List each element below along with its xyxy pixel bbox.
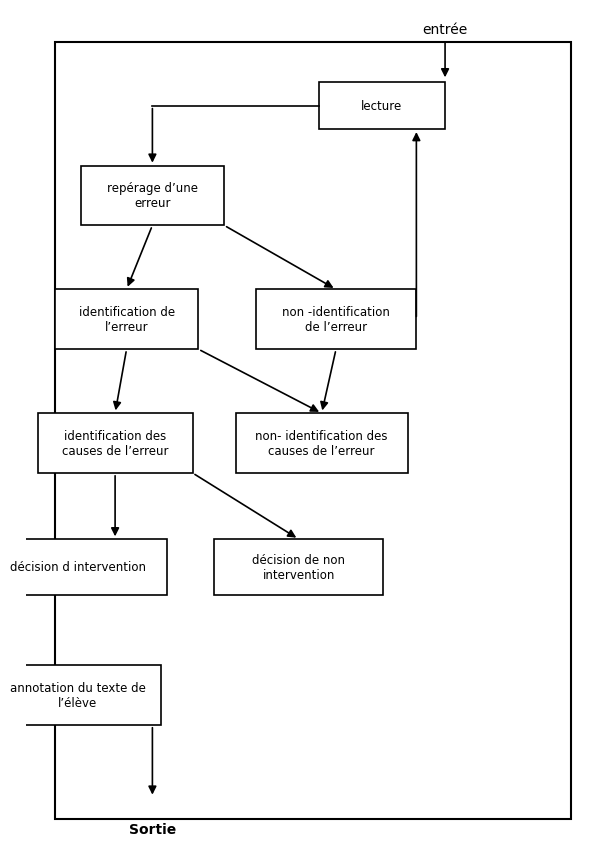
FancyBboxPatch shape [319, 83, 445, 130]
Text: non- identification des
causes de l’erreur: non- identification des causes de l’erre… [256, 430, 388, 457]
Text: Sortie: Sortie [129, 822, 176, 836]
Text: lecture: lecture [361, 100, 403, 113]
FancyBboxPatch shape [214, 539, 383, 595]
Text: entrée: entrée [422, 23, 467, 37]
FancyBboxPatch shape [38, 414, 193, 473]
FancyBboxPatch shape [55, 43, 571, 819]
Text: décision de non
intervention: décision de non intervention [252, 554, 345, 581]
Text: identification des
causes de l’erreur: identification des causes de l’erreur [62, 430, 169, 457]
FancyBboxPatch shape [236, 414, 408, 473]
Text: annotation du texte de
l’élève: annotation du texte de l’élève [10, 682, 146, 709]
Text: décision d intervention: décision d intervention [10, 560, 146, 574]
FancyBboxPatch shape [55, 290, 199, 350]
FancyBboxPatch shape [80, 166, 224, 226]
Text: non -identification
de l’erreur: non -identification de l’erreur [282, 306, 390, 334]
FancyBboxPatch shape [256, 290, 416, 350]
FancyBboxPatch shape [0, 665, 161, 725]
Text: identification de
l’erreur: identification de l’erreur [79, 306, 175, 334]
Text: repérage d’une
erreur: repérage d’une erreur [107, 183, 198, 210]
FancyBboxPatch shape [0, 539, 167, 595]
